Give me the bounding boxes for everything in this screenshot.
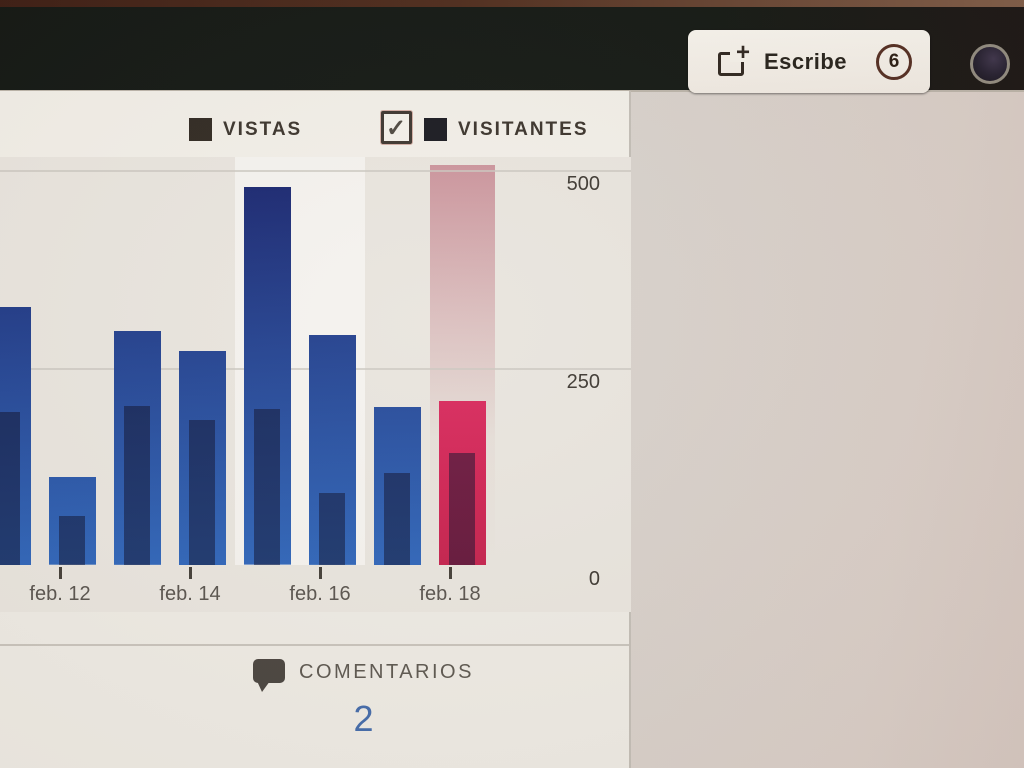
vistas-legend-label: VISTAS	[223, 119, 303, 140]
x-axis-tick	[449, 567, 452, 579]
checkmark-icon: ✓	[386, 115, 407, 142]
y-axis-label: 0	[588, 568, 600, 590]
comments-section: COMENTARIOS 2	[95, 659, 632, 740]
comments-label: COMENTARIOS	[299, 660, 474, 683]
visitors-bar[interactable]	[384, 473, 410, 565]
visitantes-legend-label: VISITANTES	[458, 119, 589, 140]
plot-area: feb. 12 feb. 14 feb. 16 feb. 18 500 250 0	[0, 157, 631, 612]
x-axis-label: feb. 12	[29, 583, 91, 605]
visitors-bar[interactable]	[319, 493, 345, 565]
section-divider	[0, 644, 629, 646]
visitantes-checkbox[interactable]: ✓	[381, 111, 412, 144]
draft-count-badge: 6	[876, 43, 912, 80]
x-axis-tick	[319, 567, 322, 579]
x-axis-label: feb. 14	[159, 583, 221, 605]
admin-toolbar: + Escribe 6	[0, 7, 1024, 93]
visitors-bar[interactable]	[59, 516, 85, 565]
visitors-bar[interactable]	[0, 411, 20, 565]
visitors-bar[interactable]	[254, 409, 280, 565]
visitantes-legend-swatch	[424, 118, 447, 141]
visitors-bar-today[interactable]	[449, 452, 475, 565]
visitors-bar[interactable]	[189, 419, 215, 565]
gridline-500	[0, 170, 631, 172]
y-axis-label: 500	[566, 173, 600, 195]
comment-bubble-icon	[253, 659, 286, 692]
x-axis-label: feb. 16	[289, 583, 351, 605]
x-axis-label: feb. 18	[419, 583, 481, 605]
x-axis-tick	[189, 567, 192, 579]
stats-card: VISTAS ✓ VISITANTES feb. 12 feb. 14 feb. 1…	[0, 91, 631, 768]
y-axis-label: 250	[566, 370, 600, 393]
compose-icon: +	[718, 40, 750, 76]
chart-legend: VISTAS ✓ VISITANTES	[0, 91, 629, 157]
avatar[interactable]	[970, 44, 1010, 84]
vistas-legend-swatch	[189, 118, 212, 141]
write-post-button[interactable]: + Escribe 6	[688, 30, 930, 93]
visitors-bar[interactable]	[124, 406, 150, 565]
comments-count[interactable]: 2	[353, 698, 374, 739]
write-button-label: Escribe	[764, 48, 847, 74]
screen-top-bezel	[0, 0, 1024, 7]
x-axis-tick	[59, 567, 62, 579]
